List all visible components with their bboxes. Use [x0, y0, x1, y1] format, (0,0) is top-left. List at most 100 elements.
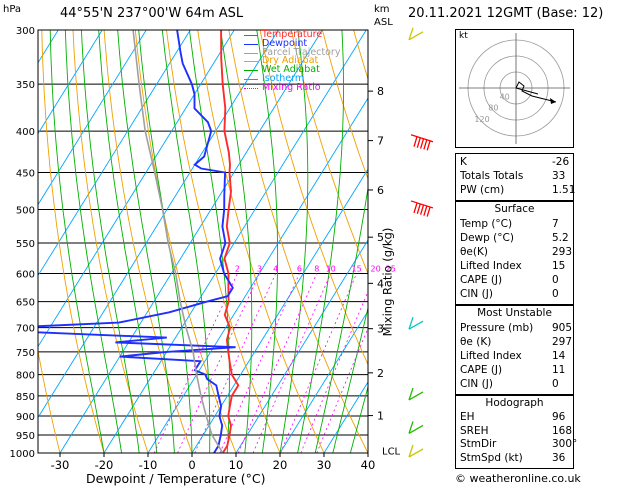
- isotherm-line: [235, 239, 368, 453]
- surface-row: Dewp (°C) 5.2: [460, 232, 569, 246]
- x-tick-label: 40: [361, 458, 376, 472]
- most-unstable-row: Lifted Index 14: [460, 350, 569, 364]
- wet-adiabat-line: [64, 30, 123, 453]
- most-unstable-value: 297: [552, 336, 573, 348]
- wet-adiabat-line: [332, 305, 368, 453]
- wind-barb-feather: [408, 444, 414, 458]
- hodograph-table-value: 96: [552, 411, 566, 423]
- wind-barb-shaft: [408, 448, 424, 458]
- wet-adiabat-line: [220, 30, 253, 453]
- dry-adiabat-line: [603, 30, 629, 453]
- wind-barb-flag: [419, 204, 425, 215]
- hodograph-panel: 40 80 120 kt: [455, 29, 574, 148]
- mixing-ratio-axis-title: Mixing Ratio (g/kg): [380, 227, 395, 337]
- x-tick-label: 30: [317, 458, 332, 472]
- most-unstable-row: CIN (J) 0: [460, 378, 569, 392]
- indices-panel: K -26 Totals Totals 33 PW (cm) 1.51: [455, 153, 575, 201]
- surface-title: Surface: [494, 203, 535, 215]
- wind-barb-flag: [413, 202, 418, 214]
- wind-barb-flag: [423, 139, 428, 150]
- index-row: PW (cm) 1.51: [460, 184, 575, 198]
- dry-adiabat-line: [572, 30, 629, 453]
- legend-label: Parcel Trajectory: [262, 46, 341, 58]
- mixing-ratio-label: 2: [235, 265, 240, 274]
- x-axis-title: Dewpoint / Temperature (°C): [86, 471, 266, 486]
- most-unstable-value: 14: [552, 350, 566, 362]
- surface-key: Temp (°C): [460, 218, 513, 230]
- mixing-ratio-label: 4: [273, 265, 278, 274]
- mixing-ratio-line: [237, 273, 318, 453]
- isotherm-line: [147, 97, 368, 453]
- most-unstable-value: 11: [552, 364, 566, 376]
- wind-barb: [408, 316, 424, 330]
- isotherm-line: [279, 310, 368, 453]
- isotherm-line: [38, 30, 147, 206]
- wind-barb-feather: [408, 421, 414, 434]
- pressure-tick-label: 350: [16, 80, 35, 91]
- index-row: Totals Totals 33: [460, 170, 569, 184]
- wind-barb: [410, 134, 434, 151]
- pressure-tick-label: 650: [16, 298, 35, 309]
- mixing-ratio-label: 10: [326, 265, 336, 274]
- legend-item: Dry Adiabat: [244, 55, 368, 67]
- surface-panel: Surface Temp (°C) 7 Dewp (°C) 5.2 θe(K) 293 Li…: [455, 201, 574, 305]
- surface-value: 0: [552, 274, 559, 286]
- km-tick-label: 1: [377, 410, 384, 423]
- pressure-tick-label: 550: [16, 239, 35, 250]
- legend-swatch: [244, 79, 258, 80]
- mixing-ratio-label: 3: [257, 265, 262, 274]
- dry-adiabat-line: [103, 30, 193, 453]
- dry-adiabat-line: [290, 30, 368, 275]
- legend-item: Wet Adiabat: [244, 64, 368, 76]
- surface-key: Lifted Index: [460, 260, 522, 272]
- wind-barb-flag: [423, 205, 428, 216]
- pressure-tick-label: 450: [16, 168, 35, 179]
- wet-adiabat-line: [98, 30, 158, 453]
- dry-adiabat-line: [41, 30, 105, 453]
- mixing-ratio-line: [316, 327, 368, 453]
- wet-adiabat-line: [49, 30, 105, 453]
- hodograph-table-row: EH 96: [460, 411, 569, 425]
- legend-item: Mixing Ratio: [244, 82, 368, 93]
- legend-label: Wet Adiabat: [262, 64, 320, 76]
- wind-barb-feather: [408, 316, 414, 330]
- parcel-trajectory-line: [132, 30, 224, 453]
- hodograph-table-key: EH: [460, 411, 475, 423]
- km-axis-label: km: [374, 4, 390, 15]
- legend-item: Isotherm: [244, 73, 368, 84]
- wet-adiabat-line: [80, 30, 140, 453]
- dry-adiabat-line: [259, 30, 368, 366]
- hodograph-table-row: StmDir 300°: [460, 438, 577, 452]
- mixing-ratio-label: 15: [352, 265, 362, 274]
- hodograph-table-row: StmSpd (kt) 36: [460, 452, 569, 466]
- wind-barb-shaft: [408, 31, 424, 41]
- dry-adiabat-line: [38, 348, 61, 453]
- wet-adiabat-line: [297, 30, 344, 453]
- hodograph-trace: [515, 81, 557, 103]
- hodograph-table-panel: Hodograph EH 96 SREH 168 StmDir 300° StmSpd (k…: [455, 395, 577, 469]
- wind-barb-feather: [408, 27, 414, 41]
- legend-label: Dry Adiabat: [262, 55, 319, 67]
- km-tick-label: 5: [377, 231, 384, 244]
- pressure-tick-label: 300: [16, 26, 35, 37]
- legend-swatch: [244, 61, 258, 63]
- wind-barb-shaft: [410, 200, 434, 209]
- wind-barb: [408, 421, 424, 434]
- legend-label: Isotherm: [262, 73, 305, 84]
- isotherm-line: [38, 30, 235, 348]
- wet-adiabat-line: [117, 30, 175, 453]
- asl-axis-label: ASL: [374, 17, 393, 28]
- most-unstable-row: Pressure (mb) 905: [460, 322, 572, 336]
- isotherm-line: [59, 30, 323, 453]
- location-title: 44°55'N 237°00'W 64m ASL: [60, 6, 244, 21]
- dewpoint-line: [38, 30, 236, 453]
- wet-adiabat-line: [161, 30, 211, 453]
- surface-value: 15: [552, 260, 566, 272]
- hodograph-storm-arrow: [550, 98, 556, 104]
- surface-row: θe(K) 293: [460, 246, 572, 260]
- hodograph-table-value: 36: [552, 451, 566, 464]
- km-tick-label: 7: [377, 135, 384, 148]
- wet-adiabat-line: [138, 30, 193, 453]
- wind-barb-flag: [416, 203, 421, 215]
